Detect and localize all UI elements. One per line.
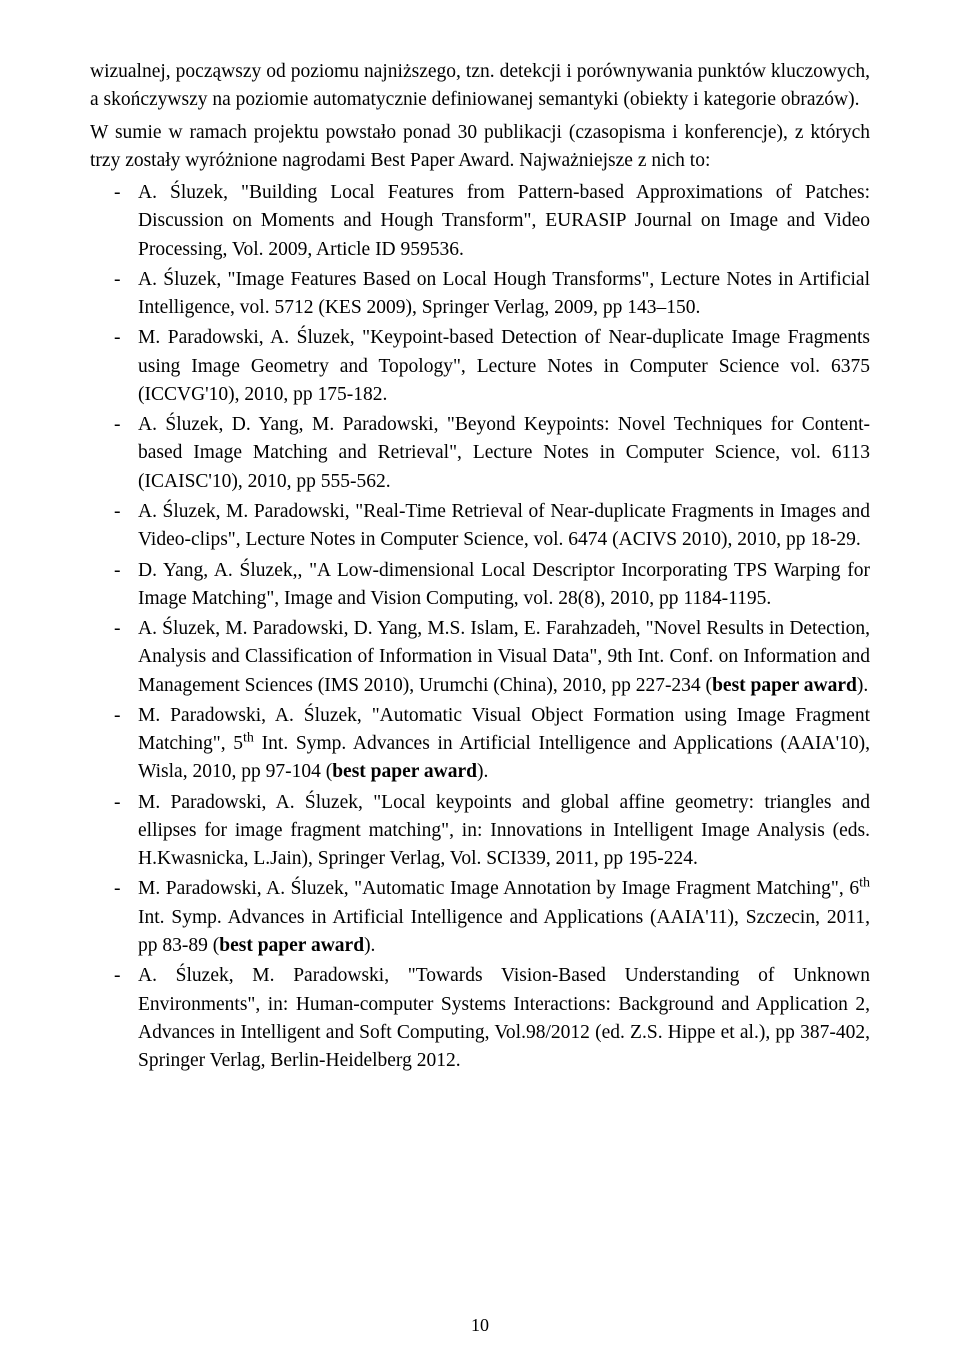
list-item-text: M. Paradowski, A. Śluzek, "Local keypoin…: [138, 789, 870, 874]
list-item: - A. Śluzek, D. Yang, M. Paradowski, "Be…: [90, 411, 870, 496]
bullet-dash: -: [90, 179, 138, 264]
bullet-dash: -: [90, 702, 138, 787]
list-item: - M. Paradowski, A. Śluzek, "Local keypo…: [90, 789, 870, 874]
list-item-text: A. Śluzek, D. Yang, M. Paradowski, "Beyo…: [138, 411, 870, 496]
bullet-dash: -: [90, 875, 138, 960]
bullet-dash: -: [90, 498, 138, 555]
list-item-text: M. Paradowski, A. Śluzek, "Keypoint-base…: [138, 324, 870, 409]
bullet-dash: -: [90, 789, 138, 874]
intro-paragraph-1: wizualnej, począwszy od poziomu najniższ…: [90, 58, 870, 115]
bullet-dash: -: [90, 962, 138, 1075]
list-item-text: A. Śluzek, M. Paradowski, D. Yang, M.S. …: [138, 615, 870, 700]
page-number: 10: [0, 1315, 960, 1336]
list-item-text: A. Śluzek, M. Paradowski, "Real-Time Ret…: [138, 498, 870, 555]
list-item: - A. Śluzek, "Building Local Features fr…: [90, 179, 870, 264]
bullet-dash: -: [90, 615, 138, 700]
bullet-dash: -: [90, 411, 138, 496]
list-item: - M. Paradowski, A. Śluzek, "Automatic V…: [90, 702, 870, 787]
list-item-text: A. Śluzek, M. Paradowski, "Towards Visio…: [138, 962, 870, 1075]
bold-award: best paper award: [219, 935, 364, 956]
list-item: - A. Śluzek, M. Paradowski, D. Yang, M.S…: [90, 615, 870, 700]
bold-award: best paper award: [712, 675, 857, 696]
bullet-dash: -: [90, 266, 138, 323]
bold-award: best paper award: [332, 761, 477, 782]
list-item: - A. Śluzek, M. Paradowski, "Towards Vis…: [90, 962, 870, 1075]
list-item-text: A. Śluzek, "Building Local Features from…: [138, 179, 870, 264]
ordinal-sup: th: [243, 730, 254, 746]
publication-list: - A. Śluzek, "Building Local Features fr…: [90, 179, 870, 1075]
intro-paragraph-2: W sumie w ramach projektu powstało ponad…: [90, 119, 870, 176]
list-item: - M. Paradowski, A. Śluzek, "Automatic I…: [90, 875, 870, 960]
list-item-text: M. Paradowski, A. Śluzek, "Automatic Ima…: [138, 875, 870, 960]
bullet-dash: -: [90, 557, 138, 614]
list-item: - A. Śluzek, M. Paradowski, "Real-Time R…: [90, 498, 870, 555]
list-item: - A. Śluzek, "Image Features Based on Lo…: [90, 266, 870, 323]
list-item-text: D. Yang, A. Śluzek,, "A Low-dimensional …: [138, 557, 870, 614]
list-item-text: M. Paradowski, A. Śluzek, "Automatic Vis…: [138, 702, 870, 787]
bullet-dash: -: [90, 324, 138, 409]
ordinal-sup: th: [859, 875, 870, 891]
list-item-text: A. Śluzek, "Image Features Based on Loca…: [138, 266, 870, 323]
list-item: - D. Yang, A. Śluzek,, "A Low-dimensiona…: [90, 557, 870, 614]
list-item: - M. Paradowski, A. Śluzek, "Keypoint-ba…: [90, 324, 870, 409]
